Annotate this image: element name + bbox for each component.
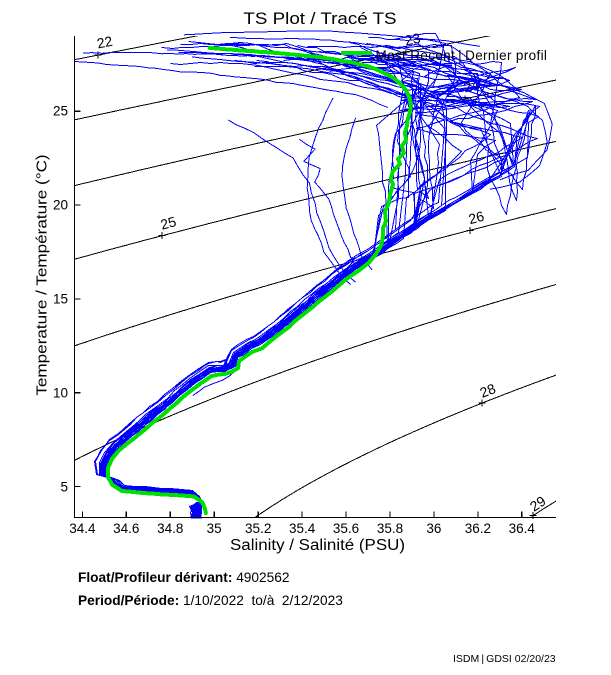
svg-text:23: 23 [403, 30, 422, 49]
svg-text:26: 26 [467, 208, 486, 227]
svg-text:25: 25 [159, 213, 178, 232]
svg-text:28: 28 [477, 380, 498, 401]
svg-text:22: 22 [95, 33, 114, 52]
svg-text:29: 29 [527, 492, 549, 514]
